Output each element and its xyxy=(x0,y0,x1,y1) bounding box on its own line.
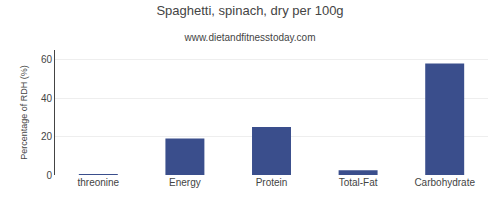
svg-text:Protein: Protein xyxy=(256,177,288,188)
svg-text:Carbohydrate: Carbohydrate xyxy=(414,177,475,188)
svg-text:Spaghetti, spinach, dry per 10: Spaghetti, spinach, dry per 100g xyxy=(156,3,343,18)
svg-text:Total-Fat: Total-Fat xyxy=(339,177,378,188)
svg-text:Percentage of RDH (%): Percentage of RDH (%) xyxy=(19,65,29,160)
svg-text:20: 20 xyxy=(41,131,53,142)
svg-text:40: 40 xyxy=(41,93,53,104)
svg-text:www.dietandfitnesstoday.com: www.dietandfitnesstoday.com xyxy=(184,32,316,43)
svg-text:threonine: threonine xyxy=(77,177,119,188)
svg-text:60: 60 xyxy=(41,54,53,65)
svg-text:Energy: Energy xyxy=(169,177,201,188)
svg-text:0: 0 xyxy=(46,170,52,181)
